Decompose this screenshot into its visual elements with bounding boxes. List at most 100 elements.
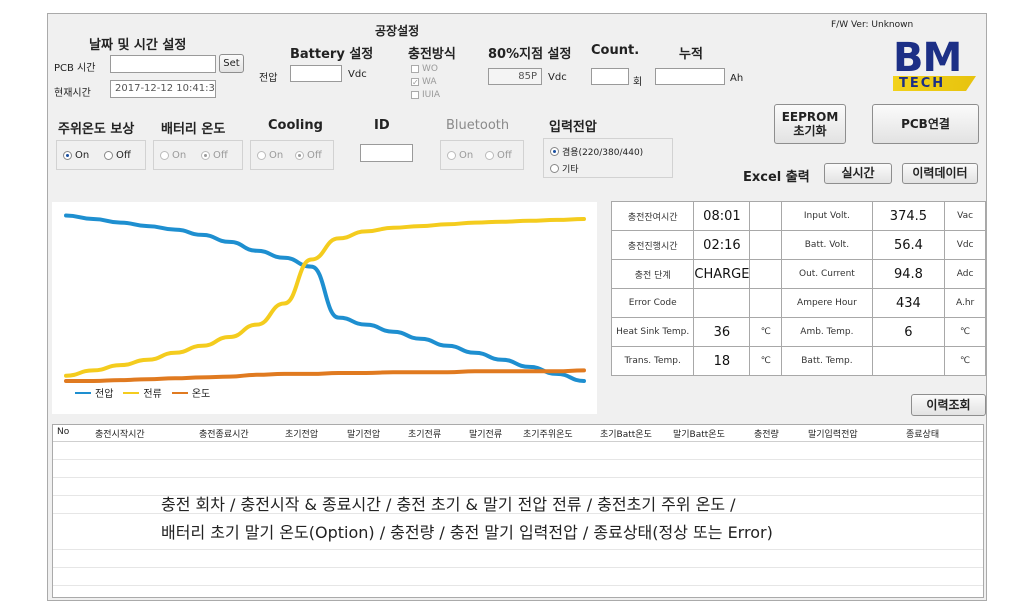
legend-voltage: 전압	[75, 385, 113, 400]
id-field[interactable]	[360, 144, 413, 162]
grid-column-header[interactable]: 초기전류	[408, 430, 442, 440]
input-voltage-header: 입력전압	[549, 120, 597, 135]
battery-temp-group: On Off	[153, 140, 243, 170]
charge-option-label: WA	[422, 77, 437, 87]
grid-column-header[interactable]: 초기Batt온도	[600, 430, 652, 440]
charge-option-label: WO	[422, 64, 438, 74]
status-value: 36	[693, 317, 751, 347]
grid-column-header[interactable]: 초기전압	[285, 430, 319, 440]
radio-icon	[485, 151, 494, 160]
cumulative-field[interactable]	[655, 68, 725, 85]
history-data-button[interactable]: 이력데이터	[902, 163, 978, 184]
status-row: Heat Sink Temp. 36 ℃ Amb. Temp. 6 ℃	[610, 317, 986, 347]
charge-method-options: WO ✓ WA IUIA	[411, 64, 440, 100]
status-unit: ℃	[749, 346, 783, 376]
grid-column-header[interactable]: 말기Batt온도	[673, 430, 725, 440]
status-label: Amb. Temp.	[781, 317, 873, 347]
status-label: Ampere Hour	[781, 288, 873, 318]
status-label: Batt. Volt.	[781, 230, 873, 260]
series-line-0	[64, 213, 586, 383]
line-chart	[64, 213, 586, 383]
set-button[interactable]: Set	[219, 54, 244, 73]
radio-label: Off	[497, 150, 512, 161]
series-line-1	[64, 217, 586, 378]
battery-temp-off-radio[interactable]: Off	[201, 150, 228, 161]
legend-swatch	[75, 391, 91, 394]
grid-column-header[interactable]: No	[57, 427, 70, 437]
radio-icon	[257, 151, 266, 160]
status-label: Out. Current	[781, 259, 873, 289]
bluetooth-header: Bluetooth	[446, 118, 510, 133]
status-row: 충전잔여시간 08:01 Input Volt. 374.5 Vac	[610, 201, 986, 231]
ambient-comp-header: 주위온도 보상	[58, 122, 135, 137]
window-title: 공장설정	[375, 24, 420, 38]
cooling-off-radio[interactable]: Off	[295, 150, 322, 161]
series-line-2	[64, 368, 586, 383]
realtime-button[interactable]: 실시간	[824, 163, 892, 184]
grid-column-header[interactable]: 충전량	[754, 430, 779, 440]
grid-column-header[interactable]: 말기입력전압	[808, 430, 858, 440]
status-unit: ℃	[749, 317, 783, 347]
status-unit: Adc	[944, 259, 986, 289]
grid-row-line	[53, 477, 983, 478]
ambient-comp-on-radio[interactable]: On	[63, 150, 89, 161]
charge-option-wa[interactable]: ✓ WA	[411, 77, 440, 87]
input-voltage-group: 겸용(220/380/440) 기타	[543, 138, 673, 178]
status-label: Trans. Temp.	[610, 346, 695, 376]
logo-text-bm: BM	[893, 35, 962, 81]
status-unit	[749, 288, 783, 318]
grid-row-line	[53, 549, 983, 550]
battery-temp-on-radio[interactable]: On	[160, 150, 186, 161]
pcb-time-field[interactable]	[110, 55, 216, 73]
charge-option-wo[interactable]: WO	[411, 64, 440, 74]
cooling-group: On Off	[250, 140, 334, 170]
history-note-line1: 충전 회차 / 충전시작 & 종료시간 / 충전 초기 & 말기 전압 전류 /…	[161, 495, 736, 514]
legend-temperature: 온도	[171, 385, 210, 400]
radio-selected-icon	[295, 151, 304, 160]
input-voltage-combined-radio[interactable]: 겸용(220/380/440)	[550, 145, 643, 158]
legend-label: 전압	[95, 389, 114, 400]
status-value: 56.4	[871, 230, 946, 260]
cooling-header: Cooling	[268, 118, 323, 133]
bluetooth-off-radio[interactable]: Off	[485, 150, 512, 161]
charge-option-iuia[interactable]: IUIA	[411, 90, 440, 100]
grid-row-line	[53, 513, 983, 514]
grid-column-header[interactable]: 말기전류	[469, 430, 503, 440]
legend-current: 전류	[123, 385, 162, 400]
input-voltage-other-radio[interactable]: 기타	[550, 162, 579, 175]
battery-voltage-unit: Vdc	[348, 69, 367, 80]
history-grid[interactable]: No 충전시작시간 충전종료시간 초기전압 말기전압 초기전류 말기전류 초기주위온도 초기Ba…	[52, 424, 984, 598]
grid-column-header[interactable]: 충전시작시간	[95, 430, 145, 440]
history-note-line2: 배터리 초기 말기 온도(Option) / 충전량 / 충전 말기 입력전압 …	[161, 523, 773, 542]
grid-column-header[interactable]: 종료상태	[906, 430, 940, 440]
status-value: 08:01	[693, 201, 751, 231]
cooling-on-radio[interactable]: On	[257, 150, 283, 161]
status-row: 충전진행시간 02:16 Batt. Volt. 56.4 Vdc	[610, 230, 986, 260]
radio-label: 기타	[562, 165, 579, 175]
ambient-comp-off-radio[interactable]: Off	[104, 150, 131, 161]
grid-row-line	[53, 495, 983, 496]
grid-column-header[interactable]: 말기전압	[347, 430, 381, 440]
pcb-time-label: PCB 시간	[54, 63, 96, 74]
status-value: 374.5	[871, 201, 946, 231]
status-label: 충전 단계	[610, 259, 695, 289]
bluetooth-on-radio[interactable]: On	[447, 150, 473, 161]
point80-field: 85P	[488, 68, 542, 85]
status-label: Error Code	[610, 288, 695, 318]
charge-method-header: 충전방식	[408, 47, 456, 62]
grid-column-header[interactable]: 초기주위온도	[523, 430, 573, 440]
grid-column-header[interactable]: 충전종료시간	[199, 430, 249, 440]
eeprom-reset-button[interactable]: EEPROM 초기화	[774, 104, 846, 144]
status-value	[693, 288, 751, 318]
eeprom-line1: EEPROM	[781, 109, 839, 124]
bluetooth-group: On Off	[440, 140, 524, 170]
status-label: 충전잔여시간	[610, 201, 695, 231]
pcb-connect-button[interactable]: PCB연결	[872, 104, 979, 144]
status-value: 94.8	[871, 259, 946, 289]
battery-voltage-field[interactable]	[290, 65, 342, 82]
status-unit: Vdc	[944, 230, 986, 260]
radio-label: On	[459, 150, 474, 161]
count-field[interactable]	[591, 68, 629, 85]
grid-header-divider	[53, 441, 983, 442]
history-query-button[interactable]: 이력조회	[911, 394, 986, 416]
